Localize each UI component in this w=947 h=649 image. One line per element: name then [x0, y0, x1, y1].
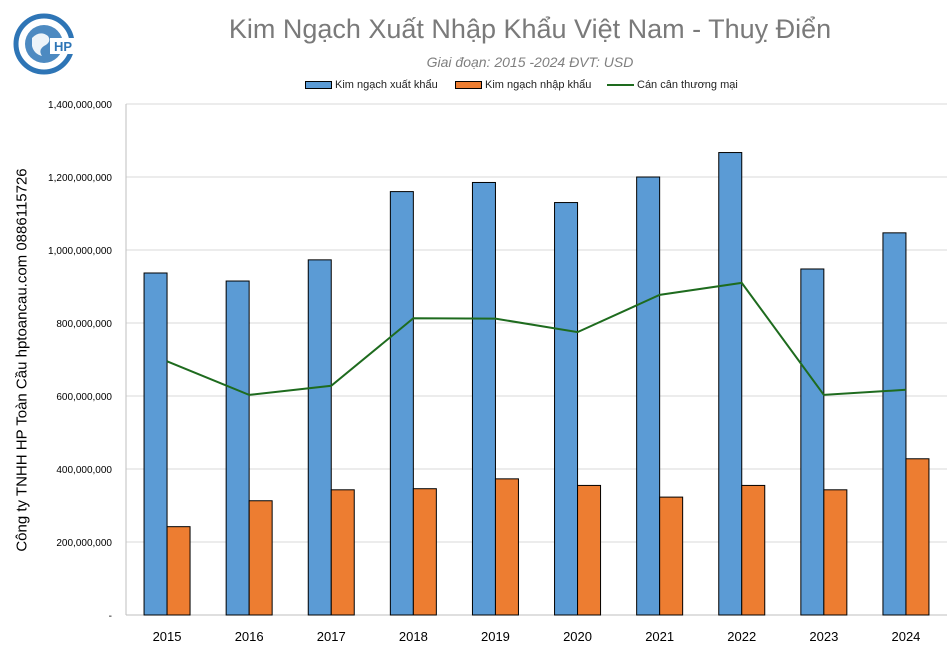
- legend-item-import: Kim ngạch nhập khẩu: [455, 79, 591, 91]
- bar-import: [330, 489, 355, 616]
- bar-export: [554, 202, 579, 616]
- legend-swatch-import: [455, 81, 482, 89]
- chart-title: Kim Ngạch Xuất Nhập Khẩu Việt Nam - Thuỵ…: [228, 14, 832, 44]
- bar-export: [389, 191, 414, 616]
- legend-swatch-balance: [607, 84, 634, 86]
- x-tick-label: 2024: [891, 629, 920, 644]
- bar-export: [718, 152, 743, 616]
- x-tick-label: 2017: [317, 629, 346, 644]
- bar-export: [143, 272, 168, 616]
- bar-export: [307, 259, 332, 616]
- y-tick-label: 1,200,000,000: [48, 173, 112, 184]
- x-tick-label: 2021: [645, 629, 674, 644]
- y-tick-label: 1,000,000,000: [48, 246, 112, 257]
- x-tick-label: 2018: [399, 629, 428, 644]
- legend-swatch-export: [305, 81, 332, 89]
- y-tick-label: 200,000,000: [56, 538, 112, 549]
- line-balance: [166, 281, 907, 396]
- bar-import: [823, 489, 848, 616]
- legend-item-balance: Cán cân thương mại: [607, 79, 738, 91]
- legend-label-export: Kim ngạch xuất khẩu: [335, 79, 438, 91]
- y-tick-label: 600,000,000: [56, 392, 112, 403]
- company-logo: HP: [13, 13, 76, 75]
- bar-export: [882, 232, 907, 616]
- bar-import: [905, 458, 930, 616]
- x-tick-label: 2022: [727, 629, 756, 644]
- legend-item-export: Kim ngạch xuất khẩu: [305, 79, 438, 91]
- x-tick-label: 2016: [235, 629, 264, 644]
- bar-export: [636, 176, 661, 616]
- y-tick-label: -: [109, 611, 112, 622]
- y-tick-label: 800,000,000: [56, 319, 112, 330]
- bar-import: [494, 478, 519, 616]
- y-tick-label: 400,000,000: [56, 465, 112, 476]
- bar-import: [166, 526, 191, 616]
- x-tick-label: 2019: [481, 629, 510, 644]
- x-tick-label: 2015: [153, 629, 182, 644]
- logo-text: HP: [54, 39, 72, 54]
- bar-export: [225, 280, 250, 616]
- legend-label-import: Kim ngạch nhập khẩu: [485, 79, 592, 91]
- bar-export: [471, 181, 496, 616]
- x-tick-label: 2020: [563, 629, 592, 644]
- bar-import: [659, 496, 684, 616]
- x-tick-label: 2023: [809, 629, 838, 644]
- bar-import: [412, 488, 437, 616]
- bar-export: [800, 268, 825, 616]
- bar-import: [741, 484, 766, 616]
- legend-label-balance: Cán cân thương mại: [637, 79, 738, 91]
- bar-import: [577, 484, 602, 616]
- bar-import: [248, 500, 273, 616]
- y-tick-label: 1,400,000,000: [48, 100, 112, 111]
- chart-subtitle: Giai đoạn: 2015 -2024 ĐVT: USD: [426, 54, 634, 70]
